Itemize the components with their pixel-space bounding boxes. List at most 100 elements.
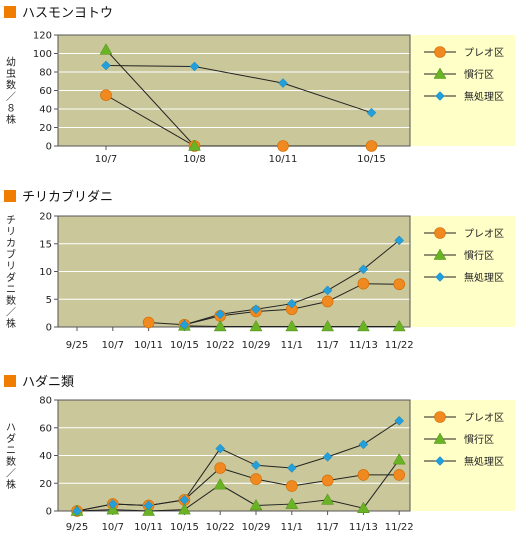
chart-1: ハスモンヨトウ 0 20 40 60 80 100 120 幼虫数／８株 10/7 10/8 10/1… (4, 6, 515, 165)
data-point-series-3 (366, 107, 377, 118)
data-point-series-2 (321, 319, 335, 332)
legend-label: プレオ区 (464, 412, 504, 424)
legend-marker (433, 248, 447, 260)
legend-marker (433, 432, 447, 444)
legend-label: 慣行区 (464, 433, 494, 446)
data-point-series-3 (278, 78, 288, 88)
legend-marker (435, 91, 445, 101)
data-point-series-1 (285, 480, 298, 492)
legend-label: 無処理区 (464, 455, 504, 468)
data-point-series-2 (213, 319, 227, 332)
y-tick-label: 60 (39, 86, 52, 97)
x-tick-label: 10/7 (102, 340, 124, 351)
x-tick-label: 10/15 (357, 154, 386, 165)
data-point-series-2 (249, 498, 263, 511)
y-tick-label: 10 (39, 267, 52, 278)
title-marker-square (4, 6, 16, 18)
data-point-series-2 (213, 478, 227, 490)
data-point-series-1 (365, 140, 378, 152)
legend-marker (433, 67, 447, 79)
data-point-series-2 (321, 493, 335, 505)
data-point-series-1 (393, 278, 406, 291)
legend-area (410, 400, 515, 511)
data-point-series-3 (394, 415, 405, 426)
legend-label: 慣行区 (464, 249, 494, 262)
data-point-series-3 (286, 463, 297, 473)
x-tick-label: 10/11 (134, 340, 163, 351)
x-tick-label: 10/15 (170, 522, 199, 533)
data-point-series-3 (251, 304, 261, 315)
legend-marker (434, 411, 446, 423)
data-point-series-1 (321, 474, 334, 487)
data-point-series-1 (357, 469, 370, 481)
data-point-series-3 (101, 60, 111, 71)
y-axis-label: ハダニ数／株 (6, 422, 16, 491)
data-point-series-3 (358, 264, 369, 275)
data-point-series-3 (286, 298, 297, 309)
data-point-series-3 (179, 495, 190, 505)
data-point-series-2 (392, 319, 406, 332)
x-tick-label: 10/7 (102, 522, 124, 533)
data-point-series-3 (189, 61, 200, 72)
chart-3: ハダニ類 0 20 40 60 80 ハダニ数／株 9/25 10/7 10/11 10/15 10/… (4, 375, 515, 533)
x-tick-label: 10/8 (183, 154, 205, 165)
data-point-series-1 (250, 473, 262, 485)
data-point-series-2 (285, 319, 299, 332)
x-tick-label: 11/7 (316, 340, 338, 351)
x-tick-label: 11/1 (281, 522, 303, 533)
chart-2: チリカブリダニ 0 5 10 15 20 チリカブリダニ数／株 9/25 10/7 10/11 10… (4, 189, 515, 351)
x-tick-label: 10/22 (206, 522, 235, 533)
data-point-series-2 (392, 453, 406, 465)
series-line-2 (76, 459, 400, 512)
y-tick-label: 100 (33, 49, 52, 60)
y-tick-label: 20 (39, 479, 52, 490)
chart-title: ハダニ類 (22, 375, 74, 390)
x-tick-label: 11/7 (316, 522, 338, 533)
y-tick-label: 80 (39, 396, 52, 407)
data-point-series-3 (179, 319, 190, 330)
x-tick-label: 9/25 (66, 340, 88, 351)
y-tick-label: 15 (39, 239, 52, 250)
data-point-series-1 (214, 462, 226, 474)
data-point-series-2 (285, 497, 299, 509)
x-tick-label: 11/13 (349, 340, 378, 351)
y-axis-label: 幼虫数／８株 (6, 55, 16, 126)
legend-label: 無処理区 (464, 90, 504, 103)
legend-marker (435, 272, 445, 282)
data-point-series-3 (322, 285, 333, 296)
data-point-series-3 (215, 309, 226, 320)
data-point-series-2 (99, 43, 113, 55)
y-tick-label: 60 (39, 423, 52, 434)
data-point-series-3 (72, 506, 82, 516)
y-tick-label: 20 (39, 212, 52, 223)
legend-label: 慣行区 (464, 68, 494, 81)
y-axis-label: チリカブリダニ数／株 (6, 214, 16, 330)
x-tick-label: 9/25 (66, 522, 88, 533)
x-tick-label: 10/29 (242, 522, 271, 533)
x-tick-label: 10/29 (242, 340, 271, 351)
plot-frame (57, 399, 411, 512)
data-point-series-3 (107, 499, 118, 509)
legend-marker (434, 227, 446, 239)
data-point-series-3 (215, 443, 226, 454)
x-tick-label: 10/11 (134, 522, 163, 533)
legend-marker (434, 46, 446, 58)
legend-label: プレオ区 (464, 47, 504, 59)
legend-area (410, 35, 515, 146)
chart-title: ハスモンヨトウ (22, 6, 113, 21)
data-point-series-1 (100, 89, 112, 101)
data-point-series-2 (188, 139, 201, 151)
data-point-series-3 (322, 452, 333, 462)
y-tick-label: 0 (46, 507, 52, 518)
data-point-series-1 (277, 140, 289, 152)
x-tick-label: 10/15 (170, 340, 199, 351)
data-point-series-3 (251, 460, 261, 471)
legend-area (410, 216, 515, 327)
y-tick-label: 120 (33, 31, 52, 42)
y-tick-label: 5 (46, 295, 52, 306)
data-point-series-1 (321, 295, 334, 308)
x-tick-label: 10/11 (269, 154, 298, 165)
legend-label: 無処理区 (464, 271, 504, 284)
title-marker-square (4, 375, 16, 387)
